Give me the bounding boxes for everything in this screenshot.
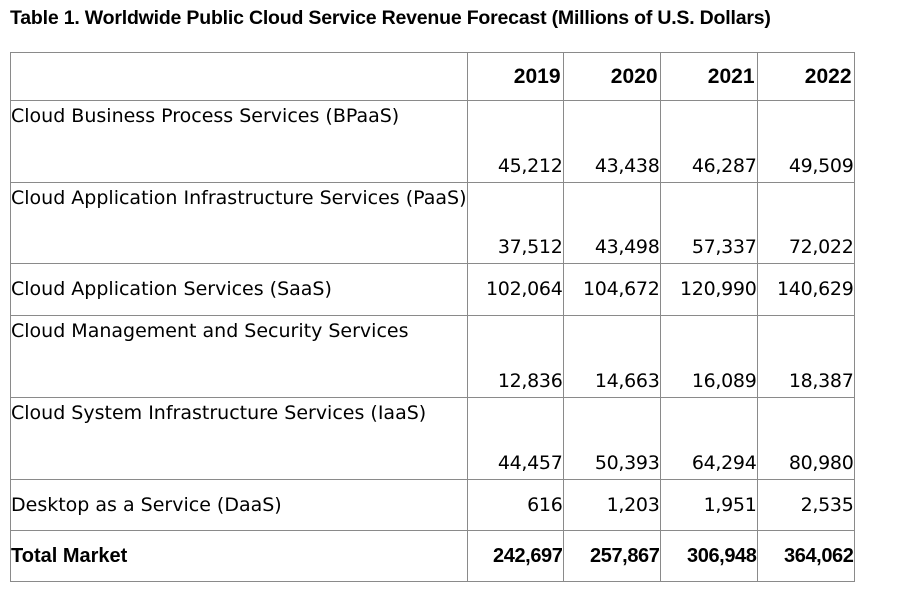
row-label: Cloud Application Services (SaaS): [10, 263, 468, 316]
row-label: Cloud Management and Security Services: [10, 315, 468, 398]
cell-value: 104,672: [562, 263, 661, 316]
header-year-2020: 2020: [562, 52, 661, 101]
row-label: Cloud System Infrastructure Services (Ia…: [10, 397, 468, 480]
table-row: Cloud Application Infrastructure Service…: [10, 182, 855, 264]
cell-value: 140,629: [756, 263, 855, 316]
table-row: Cloud Business Process Services (BPaaS) …: [10, 100, 855, 183]
cell-value: 57,337: [659, 182, 758, 264]
total-value: 242,697: [466, 530, 564, 582]
header-year-2022: 2022: [756, 52, 855, 101]
cell-value: 43,438: [562, 100, 661, 183]
cell-value: 18,387: [756, 315, 855, 398]
cell-value: 16,089: [659, 315, 758, 398]
cell-value: 64,294: [659, 397, 758, 480]
row-label: Desktop as a Service (DaaS): [10, 479, 468, 531]
cell-value: 46,287: [659, 100, 758, 183]
cell-value: 1,203: [562, 479, 661, 531]
table-header-row: 2019 2020 2021 2022: [10, 52, 855, 101]
row-label: Cloud Business Process Services (BPaaS): [10, 100, 468, 183]
cell-value: 49,509: [756, 100, 855, 183]
cell-value: 72,022: [756, 182, 855, 264]
cell-value: 102,064: [466, 263, 564, 316]
cell-value: 50,393: [562, 397, 661, 480]
cell-value: 45,212: [466, 100, 564, 183]
total-value: 257,867: [562, 530, 661, 582]
total-value: 306,948: [659, 530, 758, 582]
cell-value: 44,457: [466, 397, 564, 480]
cell-value: 14,663: [562, 315, 661, 398]
cell-value: 2,535: [756, 479, 855, 531]
total-label: Total Market: [10, 530, 468, 582]
cell-value: 1,951: [659, 479, 758, 531]
table-row: Desktop as a Service (DaaS) 616 1,203 1,…: [10, 479, 855, 531]
table-row: Cloud Management and Security Services 1…: [10, 315, 855, 398]
table-row: Cloud Application Services (SaaS) 102,06…: [10, 263, 855, 316]
header-year-2021: 2021: [659, 52, 758, 101]
cell-value: 37,512: [466, 182, 564, 264]
cell-value: 80,980: [756, 397, 855, 480]
total-row: Total Market 242,697 257,867 306,948 364…: [10, 530, 855, 582]
cell-value: 120,990: [659, 263, 758, 316]
table-title: Table 1. Worldwide Public Cloud Service …: [10, 7, 771, 29]
cell-value: 616: [466, 479, 564, 531]
revenue-forecast-table: 2019 2020 2021 2022 Cloud Business Proce…: [10, 52, 855, 582]
table-row: Cloud System Infrastructure Services (Ia…: [10, 397, 855, 480]
total-value: 364,062: [756, 530, 855, 582]
header-cell-empty: [10, 52, 468, 101]
cell-value: 43,498: [562, 182, 661, 264]
cell-value: 12,836: [466, 315, 564, 398]
header-year-2019: 2019: [466, 52, 564, 101]
row-label: Cloud Application Infrastructure Service…: [10, 182, 468, 264]
